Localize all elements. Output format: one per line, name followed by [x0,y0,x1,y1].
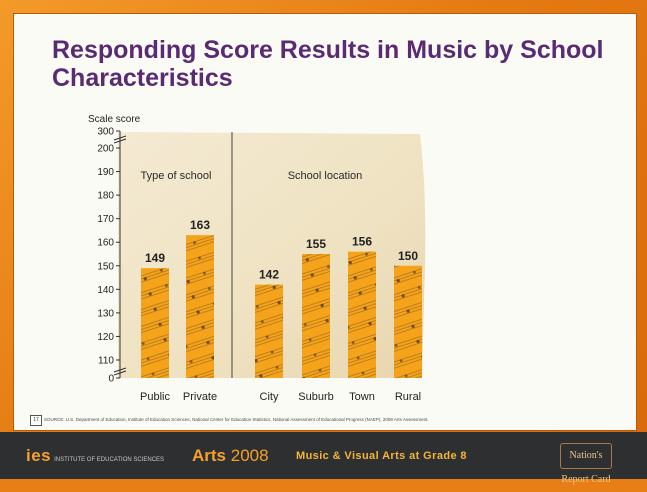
bar-chart: Scale score 0 110 120 130 140 150 160 170 180 190 2… [88,114,426,403]
y-tick-label: 300 [97,127,114,138]
y-tick-label: 120 [97,332,114,343]
arts-label: Arts 2008 [192,446,269,466]
y-axis-label: Scale score [88,114,141,125]
data-label: 163 [190,218,210,232]
y-tick-label: 200 [97,144,114,155]
data-label: 155 [306,237,326,251]
axis-break-mark [113,367,127,373]
axis-break-mark [113,370,127,376]
source-note: SOURCE: U.S. Department of Education, In… [44,417,429,422]
footer-subtitle: Music & Visual Arts at Grade 8 [296,450,467,462]
group-label: Type of school [141,170,212,182]
y-tick-label: 180 [97,191,114,202]
y-tick-label: 130 [97,308,114,319]
category-label: Rural [395,391,421,403]
axis-break-mark [113,138,127,144]
data-label: 156 [352,235,372,249]
category-label: Town [349,391,375,403]
group-label: School location [288,170,363,182]
bar-texture [348,251,376,378]
bar-texture [186,235,214,378]
bar-texture [141,268,169,378]
bar-texture [255,284,283,378]
data-label: 142 [259,268,279,282]
category-label: City [260,391,279,403]
labels: Type of school 149 Public 163 Private School … [140,170,421,403]
ies-logo-subtext: INSTITUTE OF EDUCATION SCIENCES [54,457,165,463]
axis-break-mark [113,135,127,141]
data-label: 149 [145,251,165,265]
ies-logo: ies INSTITUTE OF EDUCATION SCIENCES [26,446,164,466]
y-tick-label: 190 [97,167,114,178]
category-label: Private [183,391,217,403]
y-tick-label: 140 [97,285,114,296]
data-label: 150 [398,249,418,263]
arts-word: Arts [192,446,227,465]
arts-year: 2008 [230,446,269,465]
bar-texture [302,254,330,378]
y-tick-label: 170 [97,214,114,225]
category-label: Public [140,391,170,403]
slide-title: Responding Score Results in Music by Sch… [52,36,604,92]
y-tick-label: 110 [98,356,114,367]
y-tick-label: 0 [108,374,114,385]
bars [141,235,422,378]
y-axis: Scale score 0 110 120 130 140 150 160 170 180 190 2… [88,114,141,385]
y-tick-label: 160 [97,238,114,249]
page-number: 17 [30,415,42,426]
ies-logo-text: ies [26,446,52,465]
footer-bar: ies INSTITUTE OF EDUCATION SCIENCES Arts … [0,432,647,485]
category-label: Suburb [298,391,333,403]
nations-report-card-logo: Nation's Report Card [560,443,612,485]
y-tick-label: 150 [97,261,114,272]
bar-texture [394,265,422,378]
